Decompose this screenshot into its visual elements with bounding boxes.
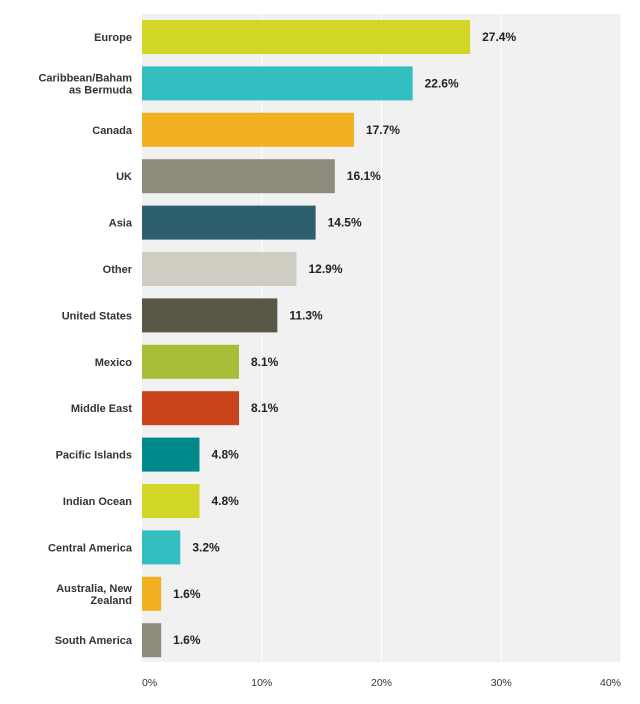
- category-label-line: Central America: [48, 542, 133, 554]
- bar-8: [142, 391, 239, 426]
- value-label-10: 4.8%: [211, 494, 239, 508]
- category-label-line: UK: [116, 171, 132, 183]
- value-label-6: 11.3%: [289, 308, 323, 322]
- category-label-line: Australia, New: [56, 583, 132, 595]
- category-label-line: Pacific Islands: [56, 450, 132, 462]
- bar-10: [142, 484, 200, 518]
- category-label-line: Canada: [92, 125, 133, 137]
- bar-4: [142, 205, 316, 240]
- value-label-4: 14.5%: [328, 216, 362, 230]
- bar-3: [142, 159, 335, 194]
- value-label-13: 1.6%: [173, 633, 201, 647]
- category-label-line: Indian Ocean: [63, 496, 132, 508]
- category-label-0: Europe: [94, 32, 132, 44]
- category-label-line: South America: [55, 635, 133, 647]
- category-label-2: Canada: [92, 125, 133, 137]
- category-label-4: Asia: [109, 218, 133, 230]
- category-label-line: as Bermuda: [69, 84, 133, 96]
- x-tick-label-4: 40%: [600, 677, 621, 689]
- value-label-0: 27.4%: [482, 30, 516, 44]
- category-label-10: Indian Ocean: [63, 496, 132, 508]
- value-label-2: 17.7%: [366, 123, 400, 137]
- bar-5: [142, 252, 297, 286]
- category-label-line: Asia: [109, 218, 133, 230]
- category-label-11: Central America: [48, 542, 133, 554]
- bar-13: [142, 623, 162, 658]
- value-label-1: 22.6%: [425, 76, 459, 90]
- category-label-line: Europe: [94, 32, 132, 44]
- bar-12: [142, 576, 162, 611]
- x-tick-label-1: 10%: [251, 677, 272, 689]
- category-label-line: Mexico: [95, 357, 133, 369]
- category-label-7: Mexico: [95, 357, 133, 369]
- x-tick-label-3: 30%: [491, 677, 512, 689]
- category-label-6: United States: [62, 310, 132, 322]
- value-label-5: 12.9%: [308, 262, 342, 276]
- bar-7: [142, 344, 239, 379]
- category-label-8: Middle East: [71, 403, 132, 415]
- x-tick-label-0: 0%: [142, 677, 157, 689]
- category-label-3: UK: [116, 171, 132, 183]
- bar-0: [142, 20, 471, 54]
- category-label-5: Other: [103, 264, 133, 276]
- bar-11: [142, 530, 181, 565]
- value-label-8: 8.1%: [251, 401, 279, 415]
- value-label-7: 8.1%: [251, 355, 279, 369]
- category-label-12: Australia, New Zealand: [56, 583, 132, 607]
- bar-9: [142, 437, 200, 472]
- category-label-line: Zealand: [90, 595, 132, 607]
- value-label-12: 1.6%: [173, 587, 201, 601]
- category-label-13: South America: [55, 635, 133, 647]
- bar-6: [142, 298, 278, 333]
- x-tick-label-2: 20%: [371, 677, 392, 689]
- value-label-11: 3.2%: [192, 540, 220, 554]
- category-label-1: Caribbean/Baham as Bermuda: [38, 72, 132, 96]
- category-label-line: Middle East: [71, 403, 132, 415]
- value-label-9: 4.8%: [211, 448, 239, 462]
- value-label-3: 16.1%: [347, 169, 381, 183]
- category-label-line: Other: [103, 264, 133, 276]
- category-label-line: Caribbean/Baham: [38, 72, 132, 84]
- category-label-9: Pacific Islands: [56, 450, 132, 462]
- bar-2: [142, 112, 354, 147]
- category-label-line: United States: [62, 310, 132, 322]
- bar-1: [142, 66, 413, 101]
